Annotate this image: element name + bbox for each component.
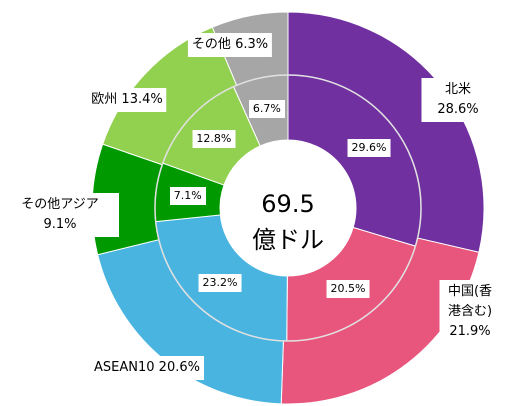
outer-label: 中国(香港含む) 21.9%: [439, 280, 501, 344]
category-label: 欧州: [91, 92, 118, 107]
outer-label: ASEAN10 20.6%: [90, 356, 204, 380]
center-hole: [220, 140, 356, 276]
inner-value-label: 23.2%: [198, 273, 242, 292]
center-value: 69.5: [261, 190, 315, 218]
value-label: 21.9%: [449, 324, 491, 339]
outer-label: その他 6.3%: [187, 33, 273, 57]
inner-value-label: 12.8%: [192, 130, 236, 149]
category-label: 中国(香港含む): [447, 284, 493, 319]
value-label: 28.6%: [437, 102, 479, 117]
outer-label: 北米 28.6%: [421, 78, 495, 122]
ring-divider: [154, 74, 422, 342]
category-label: ASEAN10: [94, 360, 155, 375]
inner-value-label: 20.5%: [326, 280, 370, 299]
category-label: その他: [191, 37, 231, 52]
inner-value-label: 7.1%: [169, 186, 206, 205]
outer-label: その他アジア 9.1%: [1, 193, 119, 237]
inner-value-label: 29.6%: [347, 138, 391, 157]
inner-value-label: 6.7%: [248, 100, 285, 119]
category-label: その他アジア: [21, 197, 99, 212]
category-label: 北米: [444, 82, 471, 97]
value-label: 9.1%: [43, 217, 77, 232]
value-label: 6.3%: [235, 37, 269, 52]
outer-label: 欧州 13.4%: [87, 88, 167, 112]
value-label: 13.4%: [121, 92, 163, 107]
center-unit: 億ドル: [252, 226, 324, 254]
value-label: 20.6%: [158, 360, 200, 375]
